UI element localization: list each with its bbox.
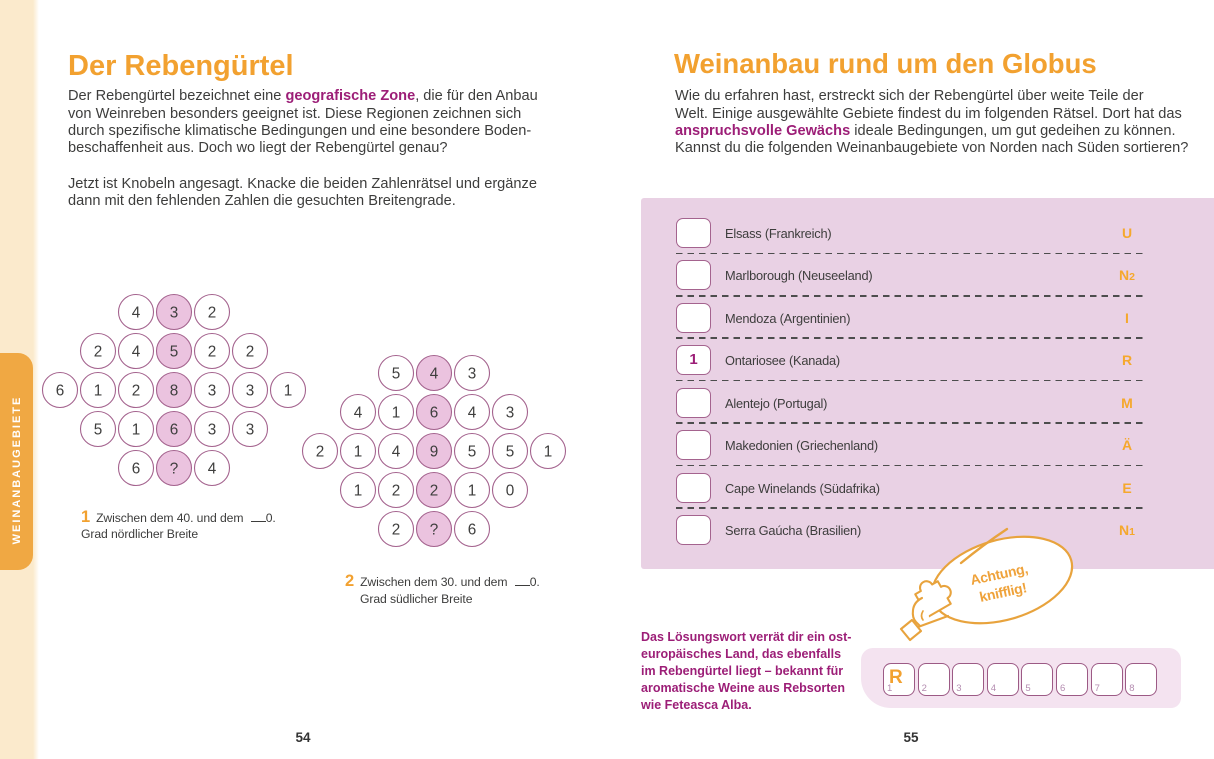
svg-text:4: 4	[208, 461, 217, 478]
svg-text:9: 9	[430, 444, 439, 461]
svg-text:3: 3	[170, 305, 179, 322]
svg-text:2: 2	[316, 444, 325, 461]
svg-text:?: ?	[430, 522, 439, 539]
svg-text:3: 3	[468, 366, 477, 383]
svg-text:2: 2	[208, 344, 217, 361]
svg-text:6: 6	[430, 405, 439, 422]
svg-text:5: 5	[94, 422, 103, 439]
svg-text:4: 4	[392, 444, 401, 461]
svg-text:4: 4	[354, 405, 363, 422]
svg-text:1: 1	[544, 444, 553, 461]
svg-text:1: 1	[284, 383, 293, 400]
svg-text:0: 0	[506, 483, 515, 500]
svg-text:2: 2	[246, 344, 255, 361]
svg-text:5: 5	[506, 444, 515, 461]
svg-text:1: 1	[354, 444, 363, 461]
svg-text:2: 2	[94, 344, 103, 361]
svg-text:4: 4	[132, 344, 141, 361]
svg-text:1: 1	[392, 405, 401, 422]
svg-text:5: 5	[468, 444, 477, 461]
svg-text:8: 8	[170, 383, 179, 400]
svg-text:4: 4	[430, 366, 439, 383]
svg-text:5: 5	[392, 366, 401, 383]
svg-text:3: 3	[246, 383, 255, 400]
svg-text:3: 3	[246, 422, 255, 439]
svg-text:6: 6	[468, 522, 477, 539]
svg-text:1: 1	[468, 483, 477, 500]
svg-text:1: 1	[94, 383, 103, 400]
svg-text:2: 2	[392, 522, 401, 539]
svg-text:4: 4	[132, 305, 141, 322]
svg-text:4: 4	[468, 405, 477, 422]
svg-text:?: ?	[170, 461, 179, 478]
svg-text:3: 3	[506, 405, 515, 422]
svg-text:6: 6	[170, 422, 179, 439]
svg-text:2: 2	[430, 483, 439, 500]
svg-text:1: 1	[354, 483, 363, 500]
svg-text:2: 2	[208, 305, 217, 322]
svg-text:3: 3	[208, 383, 217, 400]
svg-text:3: 3	[208, 422, 217, 439]
svg-text:2: 2	[132, 383, 141, 400]
svg-text:6: 6	[132, 461, 141, 478]
svg-text:6: 6	[56, 383, 65, 400]
svg-text:5: 5	[170, 344, 179, 361]
svg-text:1: 1	[132, 422, 141, 439]
svg-text:2: 2	[392, 483, 401, 500]
